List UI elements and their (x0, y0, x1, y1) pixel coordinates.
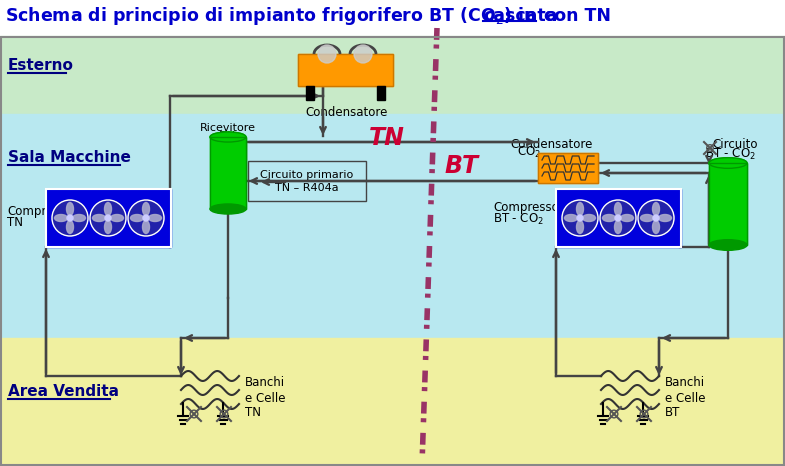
Text: TN: TN (221, 131, 235, 141)
Ellipse shape (111, 214, 123, 221)
Bar (0, 114, 785, 338)
Text: Compressori: Compressori (7, 205, 81, 218)
Circle shape (318, 45, 336, 63)
Circle shape (52, 200, 88, 236)
Text: BT: BT (445, 154, 479, 178)
Text: Banchi
e Celle
BT: Banchi e Celle BT (665, 377, 706, 419)
Ellipse shape (210, 204, 246, 214)
Ellipse shape (104, 220, 111, 233)
Ellipse shape (148, 214, 162, 221)
Text: Circuito: Circuito (712, 137, 758, 151)
Ellipse shape (615, 203, 622, 215)
Ellipse shape (709, 240, 747, 250)
Text: BT - CO$_2$: BT - CO$_2$ (493, 212, 544, 226)
Text: TN – R404a: TN – R404a (276, 183, 339, 193)
Bar (46, 189, 170, 247)
Ellipse shape (67, 220, 74, 233)
Ellipse shape (93, 214, 105, 221)
Circle shape (653, 215, 659, 221)
Bar (0, 0, 785, 36)
Ellipse shape (564, 214, 578, 221)
Text: Condensatore: Condensatore (306, 106, 389, 119)
Bar (0, 36, 785, 114)
Text: Area Vendita: Area Vendita (8, 384, 119, 399)
Circle shape (143, 215, 149, 221)
Ellipse shape (210, 132, 246, 142)
Circle shape (562, 200, 598, 236)
Bar (538, 153, 598, 183)
Text: TN: TN (7, 215, 23, 228)
Ellipse shape (659, 214, 671, 221)
Circle shape (615, 215, 621, 221)
Ellipse shape (143, 220, 149, 233)
Text: cascata: cascata (483, 7, 557, 25)
Ellipse shape (652, 220, 659, 233)
Circle shape (67, 215, 73, 221)
Circle shape (577, 215, 583, 221)
Ellipse shape (603, 214, 615, 221)
Text: Esterno: Esterno (8, 59, 74, 74)
Text: Condensatore: Condensatore (510, 138, 593, 151)
Bar (248, 161, 366, 201)
Text: con TN: con TN (538, 7, 611, 25)
Bar (305, 86, 313, 100)
Circle shape (128, 200, 164, 236)
Ellipse shape (576, 203, 583, 215)
Circle shape (90, 200, 126, 236)
Circle shape (354, 45, 372, 63)
Ellipse shape (104, 203, 111, 215)
Bar (210, 137, 246, 209)
Ellipse shape (620, 214, 633, 221)
Ellipse shape (143, 203, 149, 215)
Ellipse shape (615, 220, 622, 233)
Bar (556, 189, 681, 247)
Text: TN: TN (369, 126, 405, 150)
Bar (377, 86, 385, 100)
Ellipse shape (54, 214, 68, 221)
Bar (298, 54, 392, 86)
Ellipse shape (709, 158, 747, 168)
Bar (538, 153, 598, 183)
Ellipse shape (130, 214, 144, 221)
Text: Banchi
e Celle
TN: Banchi e Celle TN (245, 377, 286, 419)
Ellipse shape (576, 220, 583, 233)
Bar (0, 338, 785, 466)
Bar (709, 163, 747, 245)
Ellipse shape (582, 214, 596, 221)
Bar (298, 54, 392, 86)
Bar (556, 189, 681, 247)
Bar (46, 189, 170, 247)
Bar (210, 137, 246, 209)
Circle shape (638, 200, 674, 236)
Text: Circuito primario: Circuito primario (261, 170, 353, 180)
Text: Schema di principio di impianto frigorifero BT (CO$_2$) in: Schema di principio di impianto frigorif… (5, 5, 538, 27)
Text: Ricevitore: Ricevitore (200, 123, 256, 133)
Circle shape (600, 200, 636, 236)
Text: Sala Macchine: Sala Macchine (8, 151, 131, 165)
Text: Compressori: Compressori (493, 201, 567, 214)
Ellipse shape (72, 214, 86, 221)
Bar (709, 163, 747, 245)
Text: CO$_2$: CO$_2$ (517, 145, 541, 160)
Ellipse shape (67, 203, 74, 215)
Circle shape (105, 215, 111, 221)
Ellipse shape (641, 214, 653, 221)
Text: BT - CO$_2$: BT - CO$_2$ (705, 146, 756, 162)
Ellipse shape (652, 203, 659, 215)
